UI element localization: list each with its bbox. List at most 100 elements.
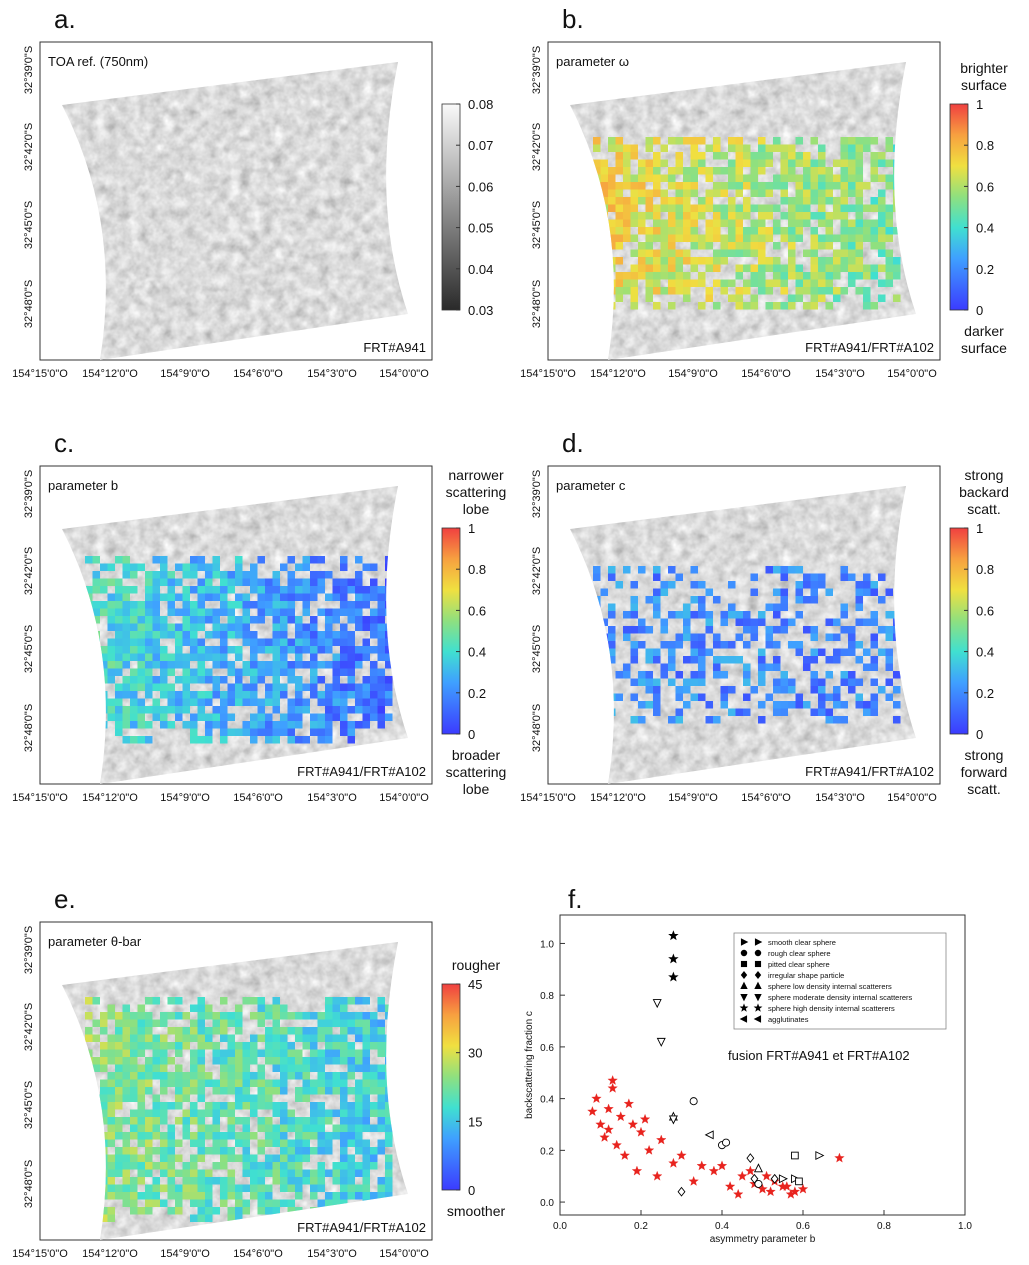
pixel bbox=[332, 1109, 340, 1117]
pixel bbox=[272, 728, 280, 736]
pixel bbox=[855, 693, 863, 701]
pixel bbox=[167, 1177, 175, 1185]
pixel bbox=[122, 1064, 130, 1072]
pixel bbox=[773, 204, 781, 212]
pixel bbox=[803, 701, 811, 709]
pixel bbox=[310, 728, 318, 736]
pixel bbox=[137, 1042, 145, 1050]
pixel bbox=[100, 1064, 108, 1072]
pixel bbox=[675, 204, 683, 212]
pixel bbox=[310, 691, 318, 699]
pixel bbox=[355, 1162, 363, 1170]
pixel bbox=[287, 1012, 295, 1020]
pixel bbox=[660, 242, 668, 250]
pixel bbox=[302, 736, 310, 744]
pixel bbox=[780, 197, 788, 205]
pixel bbox=[788, 566, 796, 574]
pixel bbox=[265, 608, 273, 616]
pixel bbox=[182, 683, 190, 691]
pixel bbox=[302, 631, 310, 639]
pixel bbox=[115, 638, 123, 646]
pixel bbox=[317, 1072, 325, 1080]
pixel bbox=[377, 1184, 385, 1192]
pixel bbox=[818, 219, 826, 227]
pixel bbox=[250, 571, 258, 579]
pixel bbox=[265, 691, 273, 699]
pixel bbox=[630, 249, 638, 257]
pixel bbox=[182, 638, 190, 646]
pixel bbox=[347, 1192, 355, 1200]
pixel bbox=[788, 219, 796, 227]
pixel bbox=[645, 212, 653, 220]
pixel bbox=[145, 1192, 153, 1200]
pixel bbox=[377, 1049, 385, 1057]
data-point bbox=[737, 1170, 748, 1181]
pixel bbox=[848, 264, 856, 272]
pixel bbox=[885, 611, 893, 619]
colorbar-tick-label: 0.05 bbox=[468, 221, 493, 236]
pixel bbox=[675, 212, 683, 220]
pixel bbox=[227, 668, 235, 676]
pixel bbox=[705, 618, 713, 626]
pixel bbox=[690, 227, 698, 235]
pixel bbox=[355, 578, 363, 586]
pixel bbox=[623, 212, 631, 220]
pixel bbox=[190, 1049, 198, 1057]
pixel bbox=[355, 721, 363, 729]
pixel bbox=[690, 581, 698, 589]
pixel bbox=[758, 212, 766, 220]
pixel bbox=[227, 698, 235, 706]
pixel bbox=[855, 287, 863, 295]
pixel bbox=[720, 686, 728, 694]
colorbar-tick-label: 0.6 bbox=[976, 179, 994, 194]
pixel bbox=[190, 1132, 198, 1140]
longitude-label: 154°6'0"O bbox=[741, 368, 791, 380]
pixel bbox=[280, 1154, 288, 1162]
pixel bbox=[317, 1177, 325, 1185]
pixel bbox=[818, 294, 826, 302]
legend-marker bbox=[740, 970, 748, 980]
pixel bbox=[355, 683, 363, 691]
pixel bbox=[145, 661, 153, 669]
pixel bbox=[280, 1057, 288, 1065]
longitude-label: 154°12'0"O bbox=[82, 368, 138, 380]
pixel bbox=[152, 1102, 160, 1110]
pixel bbox=[100, 1042, 108, 1050]
pixel bbox=[250, 1072, 258, 1080]
pixel bbox=[810, 279, 818, 287]
pixel bbox=[152, 616, 160, 624]
pixel bbox=[197, 691, 205, 699]
pixel bbox=[235, 1027, 243, 1035]
pixel bbox=[280, 638, 288, 646]
pixel bbox=[855, 152, 863, 160]
pixel bbox=[705, 144, 713, 152]
y-axis-label: backscattering fraction c bbox=[524, 1011, 535, 1119]
pixel bbox=[848, 641, 856, 649]
pixel bbox=[302, 593, 310, 601]
pixel bbox=[130, 1199, 138, 1207]
pixel bbox=[107, 706, 115, 714]
colorbar-tick-label: 30 bbox=[468, 1046, 482, 1061]
pixel bbox=[295, 1177, 303, 1185]
pixel bbox=[848, 159, 856, 167]
pixel bbox=[325, 1049, 333, 1057]
pixel bbox=[615, 137, 623, 145]
pixel bbox=[713, 144, 721, 152]
longitude-label: 154°12'0"O bbox=[82, 1248, 138, 1260]
pixel bbox=[145, 1079, 153, 1087]
pixel bbox=[773, 302, 781, 310]
pixel bbox=[593, 137, 601, 145]
pixel bbox=[630, 279, 638, 287]
pixel bbox=[130, 1019, 138, 1027]
data-point bbox=[595, 1119, 606, 1129]
pixel bbox=[773, 588, 781, 596]
pixel bbox=[340, 631, 348, 639]
pixel bbox=[795, 641, 803, 649]
legend-marker bbox=[754, 970, 762, 980]
pixel bbox=[878, 279, 886, 287]
reference-point bbox=[778, 1174, 788, 1184]
pixel bbox=[295, 1162, 303, 1170]
pixel bbox=[152, 586, 160, 594]
pixel bbox=[690, 152, 698, 160]
pixel bbox=[332, 683, 340, 691]
